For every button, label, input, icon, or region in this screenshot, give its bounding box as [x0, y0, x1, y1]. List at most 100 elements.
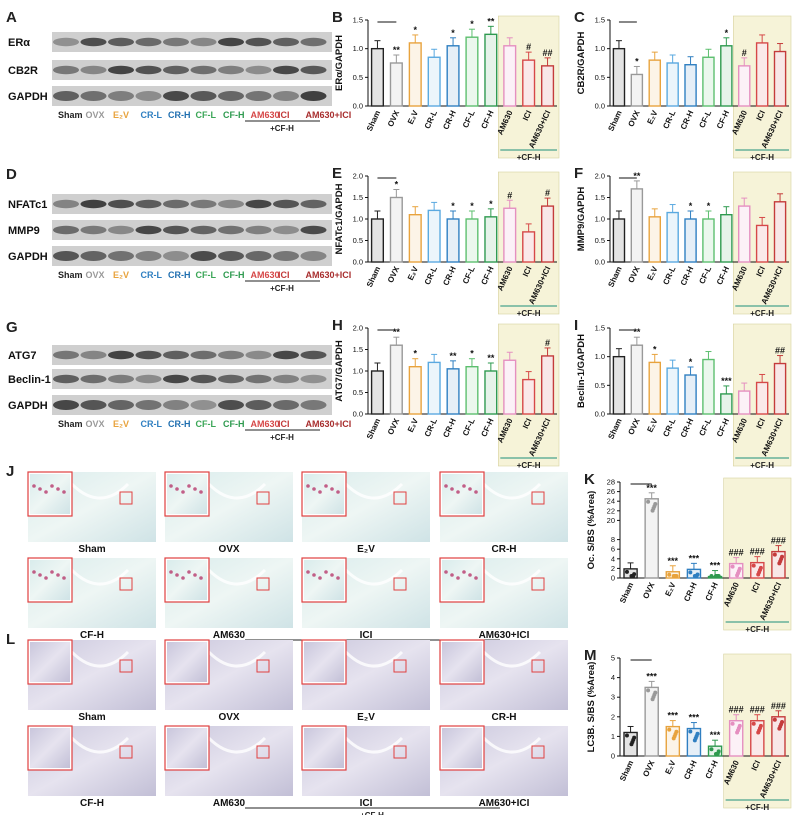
bar-fill — [391, 198, 402, 262]
significance-marker: # — [526, 42, 531, 52]
blot-strip — [52, 369, 332, 389]
bar-fill — [688, 729, 700, 756]
significance-marker: *** — [689, 713, 700, 723]
x-tick-label: E₂V — [645, 108, 659, 125]
bar-fill — [410, 215, 421, 262]
blot-band — [190, 225, 217, 235]
inset-tissue — [304, 560, 344, 600]
blot-band — [135, 199, 162, 209]
data-point — [756, 730, 761, 735]
bar-fill — [391, 345, 402, 414]
data-point — [624, 569, 629, 574]
bar-fill — [542, 206, 553, 262]
bar-fill — [751, 563, 764, 578]
x-tick-label: E₂V — [406, 416, 420, 433]
histology-image: Sham — [27, 471, 156, 555]
blot-band — [80, 37, 107, 47]
chart-m: M 0 1 2 3 4 5 LC3B. S/BS (%Area) Sham *** OVX *** E₂… — [584, 647, 792, 812]
joint-space — [203, 479, 267, 500]
group-label: +CF-H — [745, 803, 769, 812]
x-tick-label: Sham — [365, 265, 382, 289]
stain-spot — [450, 487, 454, 491]
image-label: E₂V — [357, 544, 375, 555]
bar-fill — [667, 213, 678, 262]
x-tick-label: ICI — [754, 109, 766, 122]
stain-spot — [199, 576, 203, 580]
image-label: OVX — [218, 544, 239, 555]
blot-membrane — [52, 32, 332, 52]
data-point — [688, 570, 693, 575]
data-point — [735, 730, 740, 735]
roi-box — [531, 745, 545, 759]
bar-fill — [649, 363, 660, 414]
roi-box — [531, 577, 545, 591]
bar-fill — [485, 217, 497, 262]
significance-marker: *** — [710, 561, 721, 571]
blot-band — [163, 199, 189, 209]
x-tick-label: OVX — [626, 108, 642, 128]
image-label: AM630 — [213, 630, 246, 641]
data-point — [709, 574, 714, 578]
stain-spot — [324, 484, 328, 488]
stain-spot — [199, 490, 203, 494]
x-tick-label: Sham — [365, 109, 382, 133]
blot-band — [80, 225, 107, 235]
image-label: Sham — [78, 712, 105, 723]
blot-band — [108, 400, 134, 410]
inset-tissue — [304, 728, 344, 768]
significance-marker: * — [689, 201, 693, 211]
bar-fill — [721, 394, 732, 414]
blot-band — [300, 91, 327, 101]
blot-band — [53, 65, 79, 75]
blot-band — [53, 374, 79, 384]
significance-marker: ** — [450, 351, 458, 361]
lane-label: E₂V — [113, 110, 129, 120]
data-point — [646, 499, 651, 504]
stain-spot — [32, 570, 36, 574]
stain-spot — [330, 487, 334, 491]
data-point — [650, 508, 655, 513]
x-tick-label: CF-H — [479, 109, 495, 130]
x-tick-label: Sham — [618, 759, 635, 783]
x-tick-label: CR-L — [423, 417, 439, 438]
inset-tissue — [30, 560, 70, 600]
significance-marker: * — [413, 25, 417, 35]
x-tick-label: Sham — [365, 417, 382, 441]
blot-band — [245, 65, 272, 75]
panel-letter: A — [6, 9, 17, 26]
group-label: +CF-H — [745, 625, 769, 634]
bar-fill — [688, 570, 700, 578]
blot-row-label: NFATc1 — [8, 199, 47, 211]
lane-label: CR-H — [168, 110, 191, 120]
data-point — [777, 561, 782, 566]
stain-spot — [56, 487, 60, 491]
significance-marker: * — [689, 357, 693, 367]
blot-strip — [52, 345, 332, 365]
image-label: Sham — [78, 544, 105, 555]
blot-band — [273, 199, 299, 209]
roi-box — [256, 577, 270, 591]
x-tick-label: CR-L — [661, 417, 677, 438]
significance-marker: * — [725, 28, 729, 38]
significance-marker: # — [742, 48, 747, 58]
data-point — [751, 563, 756, 568]
stain-spot — [306, 570, 310, 574]
y-tick-label: 0.5 — [595, 236, 605, 245]
data-point — [629, 742, 634, 747]
roi-box — [393, 491, 407, 505]
x-tick-label: E₂V — [406, 264, 420, 281]
blot-band — [300, 400, 327, 410]
y-tick-label: 1.5 — [595, 16, 605, 25]
inset-tissue — [167, 728, 207, 768]
histology-image: ICI — [301, 557, 430, 641]
panel-letter: J — [6, 463, 14, 480]
blot-band — [80, 65, 107, 75]
y-tick-label: 2.0 — [353, 324, 363, 333]
significance-marker: * — [653, 344, 657, 354]
bar-fill — [447, 46, 459, 106]
bar-fill — [632, 345, 642, 414]
stain-spot — [444, 570, 448, 574]
bar-fill — [428, 211, 440, 262]
x-tick-label: E₂V — [663, 758, 677, 775]
